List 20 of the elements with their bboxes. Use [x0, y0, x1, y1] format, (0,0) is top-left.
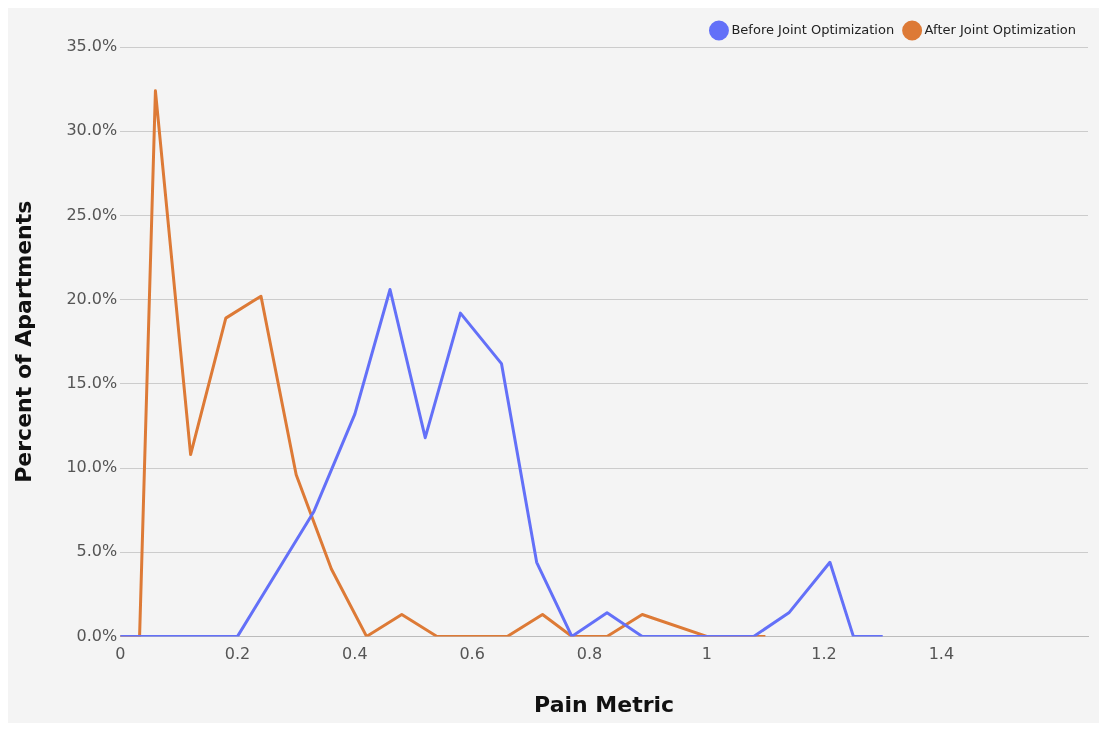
y-tick-label: 15.0%: [66, 372, 118, 392]
y-tick-label: 5.0%: [76, 541, 118, 561]
x-tick-label: 0: [115, 644, 126, 664]
y-tick-label: 10.0%: [66, 457, 118, 477]
x-tick-label: 0.8: [576, 644, 603, 664]
x-tick-label: 0.4: [342, 644, 368, 664]
x-tick-label: 1.4: [928, 644, 955, 664]
x-axis-title: Pain Metric: [534, 691, 675, 717]
x-tick-label: 0.6: [459, 644, 485, 664]
y-tick-label: 25.0%: [66, 204, 118, 224]
x-tick-label: 1.2: [811, 644, 837, 664]
legend-label: Before Joint Optimization: [731, 21, 895, 37]
y-tick-label: 30.0%: [66, 120, 118, 140]
x-tick-label: 0.2: [224, 644, 251, 664]
y-tick-label: 35.0%: [66, 36, 118, 56]
y-tick-label: 0.0%: [76, 625, 118, 645]
y-tick-label: 20.0%: [66, 288, 118, 308]
y-axis-title: Percent of Apartments: [10, 200, 36, 483]
legend-label: After Joint Optimization: [924, 21, 1077, 37]
x-tick-label: 1: [701, 644, 712, 664]
